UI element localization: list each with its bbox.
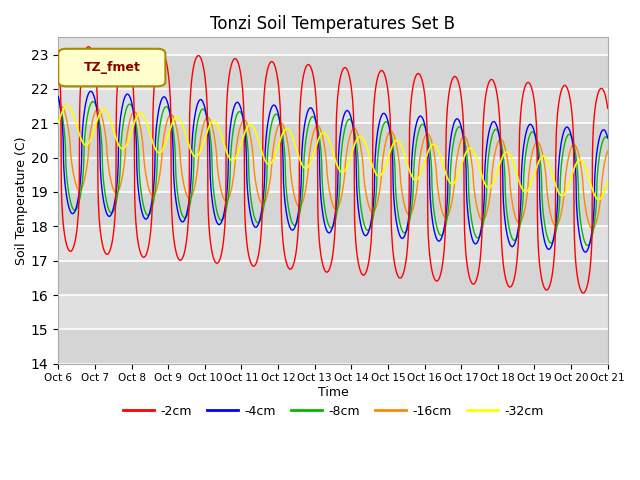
Y-axis label: Soil Temperature (C): Soil Temperature (C)	[15, 136, 28, 265]
Line: -2cm: -2cm	[58, 47, 608, 293]
-2cm	[239, 84, 246, 89]
-16cm	[164, 117, 172, 123]
-4cm	[582, 249, 589, 255]
-8cm	[238, 111, 246, 117]
-2cm	[579, 290, 587, 296]
-2cm	[419, 79, 426, 85]
-2cm	[604, 106, 612, 111]
-8cm	[163, 104, 171, 110]
-32cm	[595, 197, 603, 203]
-32cm	[539, 153, 547, 159]
-8cm	[584, 242, 591, 248]
-32cm	[54, 120, 62, 126]
-8cm	[490, 128, 498, 134]
FancyBboxPatch shape	[58, 49, 165, 86]
-32cm	[164, 134, 172, 140]
-4cm	[604, 135, 612, 141]
-8cm	[604, 136, 612, 142]
Bar	[58, 89, 608, 123]
-8cm	[177, 206, 184, 212]
-4cm	[87, 88, 95, 94]
-32cm	[490, 178, 498, 183]
Line: -16cm: -16cm	[58, 106, 608, 228]
-16cm	[239, 119, 246, 124]
-8cm	[54, 98, 62, 104]
Legend: -2cm, -4cm, -8cm, -16cm, -32cm: -2cm, -4cm, -8cm, -16cm, -32cm	[118, 400, 548, 423]
-16cm	[57, 103, 65, 109]
-32cm	[177, 118, 185, 123]
-2cm	[177, 257, 185, 263]
-2cm	[84, 44, 92, 49]
Bar	[58, 55, 608, 89]
-4cm	[164, 99, 172, 105]
-4cm	[54, 94, 62, 99]
-32cm	[239, 137, 246, 143]
-16cm	[589, 226, 596, 231]
-2cm	[164, 65, 172, 71]
Line: -4cm: -4cm	[58, 91, 608, 252]
Bar	[58, 329, 608, 364]
-8cm	[419, 121, 426, 127]
-16cm	[604, 148, 612, 154]
-16cm	[490, 154, 498, 160]
X-axis label: Time: Time	[317, 386, 348, 399]
Bar	[58, 192, 608, 226]
-4cm	[419, 115, 426, 121]
Line: -8cm: -8cm	[58, 101, 608, 245]
-16cm	[54, 107, 62, 113]
-16cm	[419, 141, 426, 147]
Bar	[58, 295, 608, 329]
-32cm	[419, 166, 426, 171]
Bar	[58, 261, 608, 295]
Bar	[58, 123, 608, 157]
Bar	[58, 226, 608, 261]
-16cm	[539, 152, 547, 158]
-4cm	[239, 111, 246, 117]
Line: -32cm: -32cm	[58, 105, 608, 200]
-4cm	[177, 218, 185, 224]
Bar	[58, 157, 608, 192]
-4cm	[490, 119, 498, 125]
-2cm	[490, 80, 498, 86]
-16cm	[177, 162, 185, 168]
-2cm	[539, 280, 547, 286]
Text: TZ_fmet: TZ_fmet	[84, 61, 141, 74]
-4cm	[539, 229, 547, 235]
-2cm	[54, 61, 62, 67]
-32cm	[604, 179, 612, 184]
-32cm	[63, 102, 71, 108]
-8cm	[538, 201, 546, 206]
Title: Tonzi Soil Temperatures Set B: Tonzi Soil Temperatures Set B	[211, 15, 456, 33]
